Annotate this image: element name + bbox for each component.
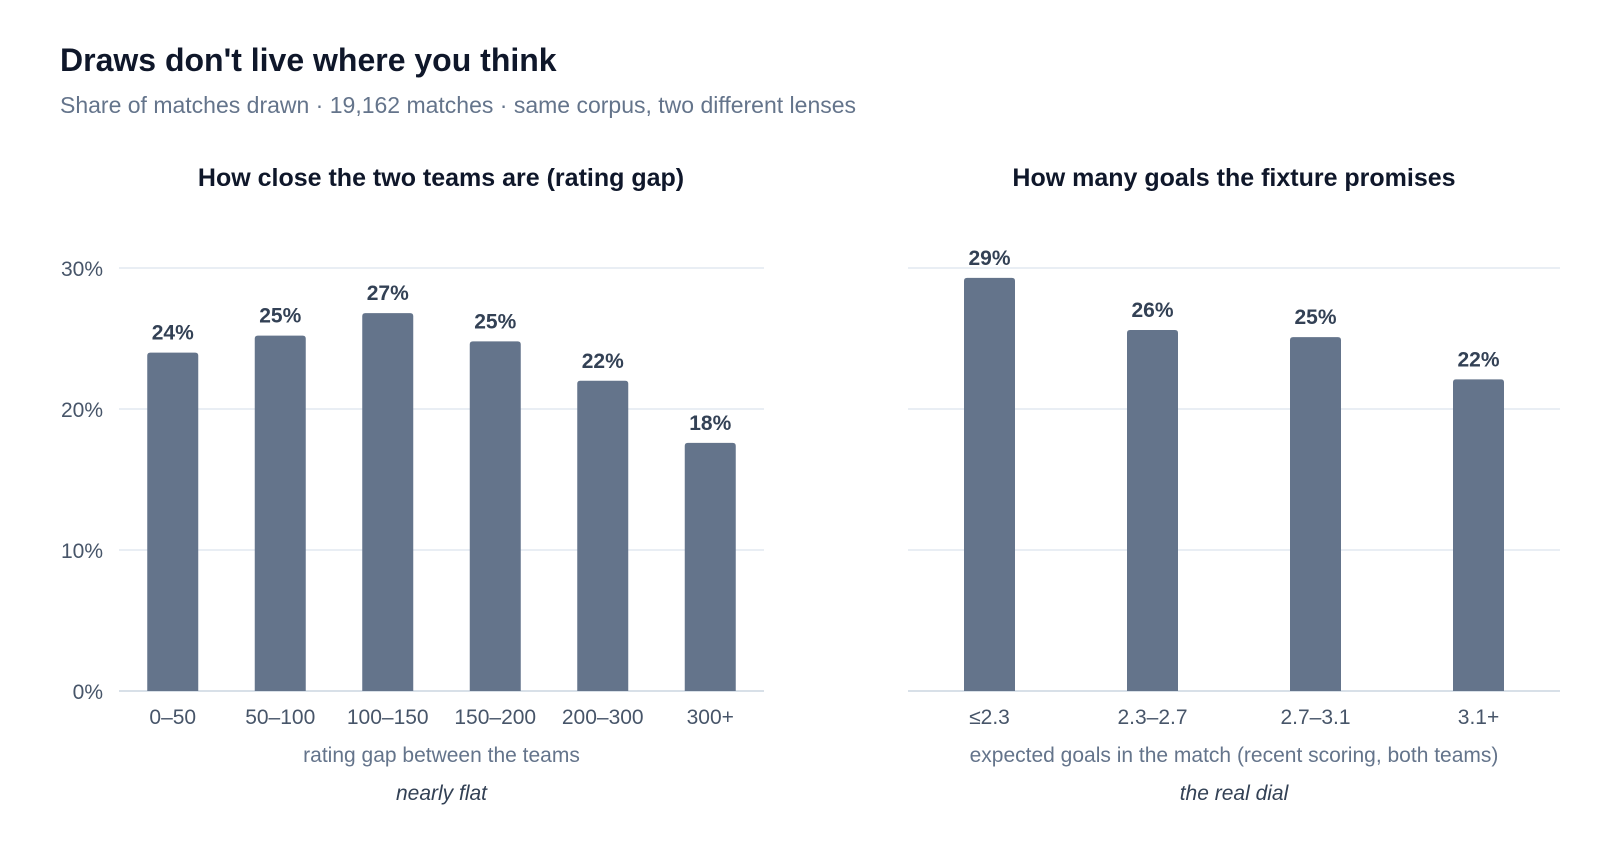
bar [469,341,521,691]
x-tick-label: 2.7–3.1 [1280,706,1350,729]
chart-header: Draws don't live where you think Share o… [60,38,856,120]
bar-value-label: 27% [367,282,409,305]
y-tick-label: 20% [61,399,103,422]
x-tick-label: ≤2.3 [969,706,1010,729]
bar [147,352,199,691]
x-tick-label: 3.1+ [1458,706,1499,729]
bar [1290,337,1341,691]
bar [1127,330,1178,691]
x-tick-label: 200–300 [562,706,644,729]
bar-value-label: 25% [1294,306,1336,329]
bar-value-label: 22% [1457,348,1499,371]
x-tick-label: 100–150 [347,706,429,729]
bar [684,442,736,691]
chart-annotation: nearly flat [396,782,488,805]
bar [254,335,306,691]
chart-annotation: the real dial [1180,782,1290,805]
page-title: Draws don't live where you think [60,42,557,78]
bar [1453,379,1504,691]
bar [964,277,1015,691]
bar-value-label: 29% [968,247,1010,270]
x-axis-label: rating gap between the teams [303,744,580,767]
bar-value-label: 18% [689,412,731,435]
page-subtitle: Share of matches drawn · 19,162 matches … [60,92,857,118]
bar-value-label: 24% [152,322,194,345]
x-tick-label: 150–200 [454,706,536,729]
x-tick-label: 2.3–2.7 [1117,706,1187,729]
bar-value-label: 26% [1131,299,1173,322]
y-tick-label: 30% [61,258,103,281]
bar-value-label: 22% [582,350,624,373]
x-tick-label: 50–100 [245,706,315,729]
x-tick-label: 0–50 [149,706,196,729]
x-axis-label: expected goals in the match (recent scor… [970,744,1499,767]
panel-title: How many goals the fixture promises [1012,164,1455,192]
bar [577,380,629,691]
bar-value-label: 25% [474,310,516,333]
bar [362,313,414,691]
y-tick-label: 0% [73,681,103,704]
bar-value-label: 25% [259,305,301,328]
y-tick-label: 10% [61,540,103,563]
panel-title: How close the two teams are (rating gap) [198,164,684,192]
x-tick-label: 300+ [687,706,734,729]
